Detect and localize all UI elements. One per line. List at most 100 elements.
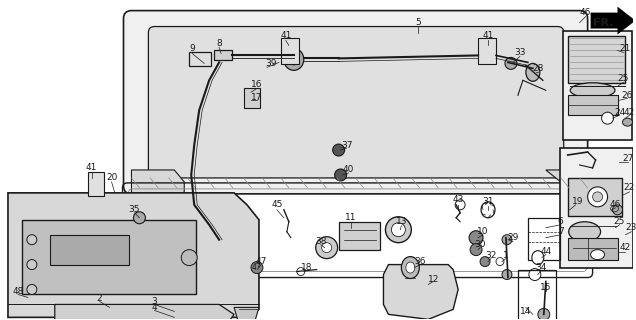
- Polygon shape: [384, 265, 458, 319]
- Ellipse shape: [569, 222, 600, 242]
- Text: 2: 2: [97, 294, 102, 303]
- Circle shape: [469, 231, 483, 245]
- Bar: [88, 172, 104, 196]
- Text: 34: 34: [535, 263, 546, 272]
- Text: 16: 16: [251, 80, 263, 89]
- Circle shape: [538, 308, 550, 320]
- Ellipse shape: [385, 217, 411, 243]
- Text: 44: 44: [540, 247, 551, 256]
- Text: 43: 43: [452, 195, 464, 204]
- Text: 19: 19: [572, 197, 583, 206]
- Bar: [568, 238, 618, 260]
- Circle shape: [27, 260, 37, 269]
- Text: 41: 41: [280, 31, 291, 40]
- Ellipse shape: [623, 118, 632, 126]
- Text: 8: 8: [216, 39, 222, 48]
- Bar: [563, 30, 632, 140]
- Circle shape: [335, 169, 347, 181]
- Circle shape: [529, 268, 541, 281]
- Text: 6: 6: [558, 217, 563, 226]
- Text: 45: 45: [271, 200, 282, 209]
- FancyBboxPatch shape: [148, 27, 563, 178]
- Text: 11: 11: [345, 213, 356, 222]
- Text: 3: 3: [151, 297, 157, 306]
- Text: 37: 37: [341, 140, 352, 149]
- Text: 28: 28: [532, 64, 544, 73]
- Circle shape: [502, 235, 512, 245]
- Ellipse shape: [315, 237, 338, 259]
- Text: 30: 30: [474, 240, 486, 249]
- Circle shape: [455, 200, 465, 210]
- Text: 41: 41: [482, 31, 494, 40]
- Polygon shape: [132, 170, 184, 198]
- Bar: [528, 218, 560, 260]
- Text: 26: 26: [622, 91, 633, 100]
- Text: 27: 27: [623, 154, 634, 163]
- Ellipse shape: [526, 63, 540, 81]
- Ellipse shape: [289, 54, 299, 65]
- Text: 47: 47: [255, 257, 266, 266]
- Ellipse shape: [406, 262, 415, 273]
- Text: 41: 41: [86, 164, 97, 172]
- Circle shape: [297, 268, 305, 276]
- Text: 22: 22: [624, 183, 635, 192]
- Text: 24: 24: [614, 108, 625, 117]
- Polygon shape: [234, 308, 259, 320]
- Ellipse shape: [532, 251, 544, 265]
- Polygon shape: [591, 7, 635, 35]
- Bar: [568, 95, 618, 115]
- Bar: [281, 38, 299, 64]
- Circle shape: [181, 250, 197, 266]
- Circle shape: [27, 284, 37, 294]
- Text: FR.: FR.: [593, 18, 614, 28]
- Circle shape: [588, 187, 607, 207]
- Text: 23: 23: [626, 223, 636, 232]
- Bar: [190, 52, 211, 66]
- Ellipse shape: [481, 202, 495, 218]
- Text: 42: 42: [624, 108, 635, 117]
- Circle shape: [134, 212, 146, 224]
- Text: 31: 31: [482, 197, 494, 206]
- Text: 9: 9: [190, 44, 195, 53]
- Bar: [478, 38, 496, 64]
- Polygon shape: [55, 304, 234, 320]
- Text: 38: 38: [315, 237, 326, 246]
- Ellipse shape: [284, 48, 304, 70]
- Bar: [568, 178, 623, 216]
- Text: 48: 48: [12, 287, 24, 296]
- Circle shape: [480, 257, 490, 267]
- Ellipse shape: [401, 257, 419, 278]
- Bar: [244, 88, 260, 108]
- Bar: [338, 222, 380, 250]
- Ellipse shape: [391, 223, 405, 237]
- Bar: [214, 51, 232, 60]
- Bar: [560, 148, 633, 268]
- Text: 46: 46: [610, 200, 621, 209]
- Text: 10: 10: [477, 227, 489, 236]
- Ellipse shape: [591, 250, 605, 260]
- Circle shape: [593, 192, 602, 202]
- Text: 35: 35: [128, 205, 140, 214]
- Bar: [22, 220, 197, 294]
- Text: 20: 20: [106, 173, 117, 182]
- Polygon shape: [8, 193, 259, 317]
- Text: 7: 7: [558, 227, 563, 236]
- Polygon shape: [546, 170, 579, 198]
- Text: 33: 33: [514, 48, 525, 57]
- Text: 47: 47: [252, 263, 262, 272]
- FancyBboxPatch shape: [123, 11, 588, 194]
- Text: 18: 18: [301, 263, 312, 272]
- Circle shape: [251, 261, 263, 274]
- Text: 42: 42: [620, 243, 631, 252]
- Bar: [568, 36, 625, 83]
- Circle shape: [496, 258, 504, 266]
- Text: 25: 25: [614, 217, 625, 226]
- Ellipse shape: [570, 83, 615, 98]
- Circle shape: [470, 244, 482, 256]
- Text: 12: 12: [427, 275, 439, 284]
- Circle shape: [602, 112, 614, 124]
- Circle shape: [333, 144, 345, 156]
- Circle shape: [27, 235, 37, 245]
- Text: 25: 25: [618, 74, 629, 83]
- Ellipse shape: [322, 243, 331, 252]
